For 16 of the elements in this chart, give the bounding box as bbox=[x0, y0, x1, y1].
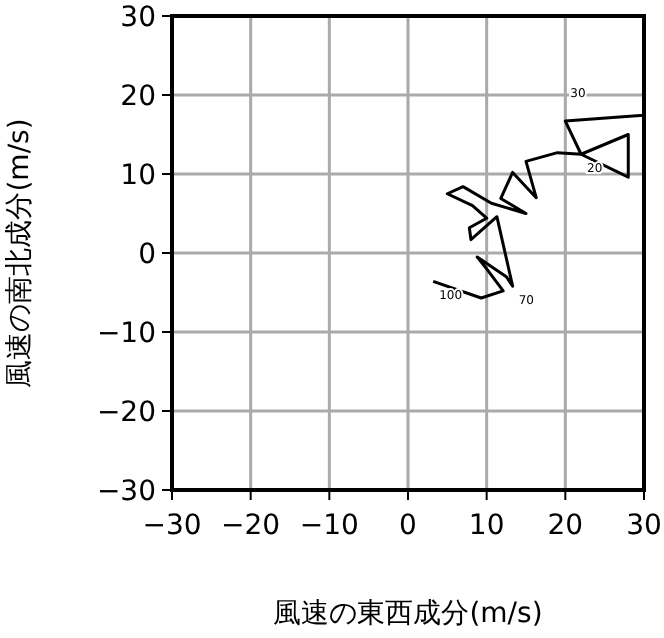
x-tick-label: −20 bbox=[221, 510, 281, 542]
x-axis-title: 風速の東西成分(m/s) bbox=[273, 598, 543, 630]
x-tick-label: −10 bbox=[299, 510, 359, 542]
y-tick-label: 0 bbox=[138, 239, 156, 271]
x-tick-label: −30 bbox=[142, 510, 202, 542]
y-tick-label: 20 bbox=[120, 81, 156, 113]
y-tick-label: −30 bbox=[96, 476, 156, 508]
y-tick-label: 30 bbox=[120, 2, 156, 34]
y-tick-label: −20 bbox=[96, 397, 156, 429]
y-axis-title: 風速の南北成分(m/s) bbox=[4, 118, 36, 388]
x-tick-label: 10 bbox=[468, 510, 505, 542]
x-tick-label: 20 bbox=[547, 510, 584, 542]
y-tick-label: 10 bbox=[120, 160, 156, 192]
y-tick-label: −10 bbox=[96, 318, 156, 350]
x-tick-label: 30 bbox=[626, 510, 662, 542]
x-tick-label: 0 bbox=[399, 510, 417, 542]
